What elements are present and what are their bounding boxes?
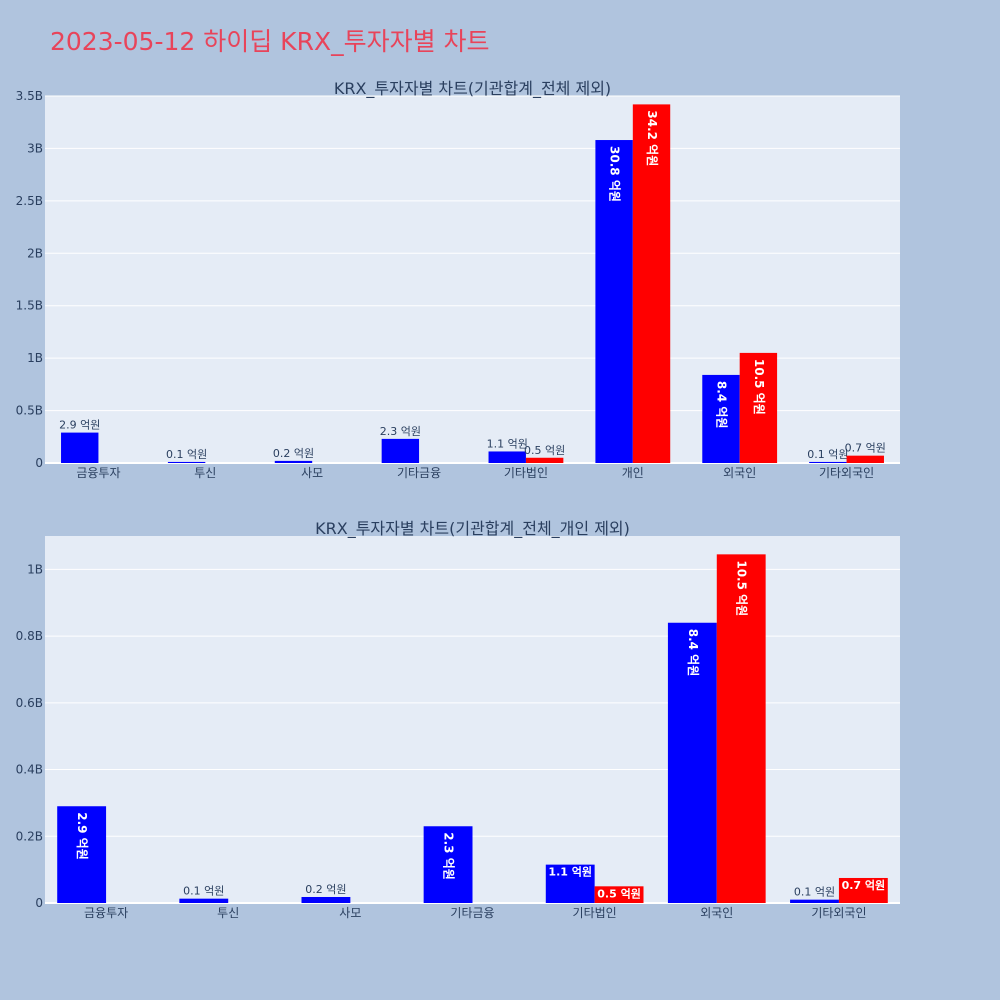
bar-value-label: 1.1 억원: [548, 865, 592, 879]
x-tick-label: 기타법인: [573, 906, 617, 920]
x-tick-label: 사모: [301, 466, 323, 480]
y-tick-label: 3B: [27, 141, 43, 155]
x-tick-label: 투신: [194, 466, 216, 480]
bar-value-label: 8.4 억원: [686, 629, 700, 677]
y-tick-label: 0.6B: [16, 696, 43, 710]
bar-value-label: 0.5 억원: [524, 444, 565, 457]
bar: [381, 438, 420, 463]
bar: [488, 451, 526, 463]
x-tick-label: 기타법인: [504, 466, 548, 480]
bar: [716, 554, 766, 903]
bar-value-label: 2.3 억원: [380, 425, 421, 438]
bar-value-label: 1.1 억원: [487, 437, 528, 450]
x-tick-label: 사모: [339, 906, 361, 920]
bar-value-label: 2.3 억원: [442, 832, 456, 880]
bar: [739, 352, 778, 463]
bar: [274, 460, 313, 463]
bar: [545, 864, 595, 903]
bar: [525, 457, 564, 463]
bar: [301, 896, 351, 903]
bar-value-label: 0.5 억원: [597, 886, 641, 900]
y-tick-label: 2.5B: [16, 194, 43, 208]
x-tick-label: 개인: [622, 466, 644, 480]
y-tick-label: 0.4B: [16, 763, 43, 777]
bar: [423, 826, 473, 903]
bar: [179, 898, 229, 903]
bar-value-label: 0.1 억원: [794, 886, 835, 899]
bar: [667, 622, 717, 903]
page-title: 2023-05-12 하이딥 KRX_투자자별 차트: [50, 27, 490, 56]
bar-value-label: 34.2 억원: [645, 110, 659, 166]
y-tick-label: 0: [35, 896, 43, 910]
bar: [702, 374, 740, 463]
bar-value-label: 0.1 억원: [183, 885, 224, 898]
bar: [632, 104, 671, 463]
x-tick-label: 외국인: [700, 906, 733, 920]
y-tick-label: 2B: [27, 246, 43, 260]
x-tick-label: 기타외국인: [811, 906, 866, 920]
bar-value-label: 2.9 억원: [75, 812, 89, 860]
bar-value-label: 0.2 억원: [305, 883, 346, 896]
bar: [57, 806, 107, 903]
bar: [61, 432, 99, 463]
bar: [846, 455, 884, 463]
bar: [167, 461, 206, 463]
chart-title: KRX_투자자별 차트(기관합계_전체 제외): [334, 79, 611, 99]
investor-chart-excl-individual: 0 0.2B 0.4B 0.6B 0.8B 1B KRX_투자자별 차트(기관합계_전체_개…: [16, 519, 900, 920]
bar-value-label: 2.9 억원: [59, 419, 100, 432]
bar-value-label: 8.4 억원: [714, 381, 728, 429]
x-tick-label: 외국인: [723, 466, 756, 480]
y-tick-label: 0: [35, 456, 43, 470]
y-tick-label: 0.8B: [16, 629, 43, 643]
bar-value-label: 0.1 억원: [807, 448, 848, 461]
x-tick-label: 기타금융: [397, 466, 441, 480]
y-tick-label: 1.5B: [16, 299, 43, 313]
y-tick-label: 0.2B: [16, 829, 43, 843]
y-tick-label: 1B: [27, 351, 43, 365]
bar-value-label: 10.5 억원: [735, 560, 749, 616]
bar-value-label: 0.7 억원: [845, 442, 886, 455]
bar: [809, 461, 847, 463]
bar-value-label: 0.1 억원: [166, 448, 207, 461]
investor-chart-all: 0 0.5B 1B 1.5B 2B 2.5B 3B 3.5B KRX_투자자별 차트(기관합계_…: [16, 79, 900, 480]
bar: [594, 886, 644, 903]
x-tick-label: 기타금융: [450, 906, 494, 920]
y-tick-label: 0.5B: [16, 404, 43, 418]
bar-value-label: 0.2 억원: [273, 447, 314, 460]
x-tick-label: 금융투자: [76, 466, 120, 480]
x-tick-label: 투신: [217, 906, 239, 920]
x-tick-label: 금융투자: [84, 906, 128, 920]
chart-title: KRX_투자자별 차트(기관합계_전체_개인 제외): [315, 519, 630, 539]
y-tick-label: 1B: [27, 562, 43, 576]
x-tick-label: 기타외국인: [819, 466, 874, 480]
bar-value-label: 10.5 억원: [752, 359, 766, 415]
y-tick-label: 3.5B: [16, 89, 43, 103]
bar-value-label: 0.7 억원: [842, 878, 886, 892]
bar: [595, 140, 633, 464]
bar: [790, 899, 839, 903]
bar-value-label: 30.8 억원: [608, 146, 622, 202]
bar: [838, 877, 888, 903]
